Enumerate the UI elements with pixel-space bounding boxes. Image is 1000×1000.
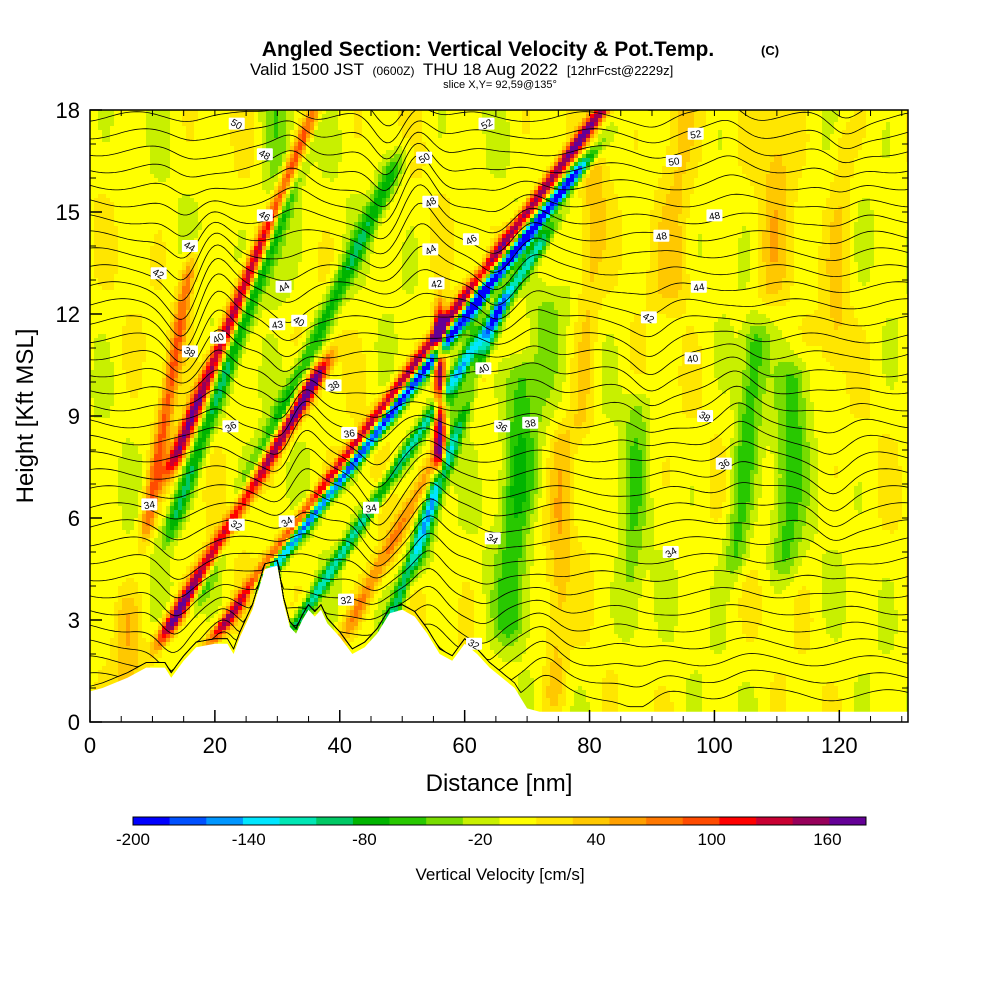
contour-label: 48 <box>653 230 669 244</box>
x-tick-label: 100 <box>696 733 733 758</box>
contour-label: 50 <box>666 155 682 169</box>
colorbar-swatch <box>316 817 353 825</box>
colorbar-tick-label: -20 <box>468 830 493 849</box>
colorbar-tick-label: 100 <box>697 830 725 849</box>
y-tick-label: 15 <box>56 200 80 225</box>
colorbar-swatch <box>500 817 537 825</box>
contour-label: 32 <box>338 594 354 608</box>
y-tick-label: 12 <box>56 302 80 327</box>
colorbar-swatch <box>646 817 683 825</box>
colorbar-swatch <box>390 817 427 825</box>
colorbar-tick-label: 40 <box>586 830 605 849</box>
colorbar-tick-label: 160 <box>813 830 841 849</box>
colorbar-swatch <box>829 817 866 825</box>
colorbar-swatch <box>719 817 756 825</box>
colorbar-swatch <box>243 817 280 825</box>
x-tick-label: 120 <box>821 733 858 758</box>
x-tick-label: 60 <box>452 733 476 758</box>
colorbar-swatch <box>426 817 463 825</box>
subtitle-valid: Valid 1500 JST <box>250 60 364 79</box>
chart-title-unit: (C) <box>761 43 779 58</box>
colorbar-swatch <box>683 817 720 825</box>
y-tick-label: 18 <box>56 98 80 123</box>
chart-title: Angled Section: Vertical Velocity & Pot.… <box>262 38 714 61</box>
colorbar-swatch <box>536 817 573 825</box>
contour-label: 48 <box>706 209 722 223</box>
colorbar-swatch <box>573 817 610 825</box>
y-tick-label: 3 <box>68 608 80 633</box>
subtitle-utc: (0600Z) <box>372 64 414 78</box>
contour-label: 34 <box>141 498 157 512</box>
colorbar: -200 -140 -80 -20 40 100 160 <box>116 817 866 849</box>
contour-label: 40 <box>685 352 701 366</box>
colorbar-tick-label: -80 <box>352 830 377 849</box>
y-tick-label: 6 <box>68 506 80 531</box>
colorbar-swatch <box>609 817 646 825</box>
contour-label: 44 <box>691 281 707 295</box>
colorbar-swatch <box>133 817 170 825</box>
x-tick-label: 0 <box>84 733 96 758</box>
chart-subtitle: Valid 1500 JST (0600Z) THU 18 Aug 2022 [… <box>250 60 673 79</box>
contour-label: 38 <box>522 417 538 431</box>
colorbar-swatch <box>463 817 500 825</box>
y-tick-label: 0 <box>68 710 80 735</box>
subtitle-date: THU 18 Aug 2022 <box>423 60 558 79</box>
vertical-velocity-field <box>90 110 911 723</box>
cross-section-chart: Angled Section: Vertical Velocity & Pot.… <box>0 0 1000 1000</box>
colorbar-tick-label: -200 <box>116 830 150 849</box>
y-tick-label: 9 <box>68 404 80 429</box>
y-axis-label: Height [Kft MSL] <box>12 329 39 504</box>
colorbar-tick-label: -140 <box>232 830 266 849</box>
slice-label: slice X,Y= 92,59@135° <box>443 79 557 91</box>
contour-label: 52 <box>688 128 704 142</box>
colorbar-swatch <box>170 817 207 825</box>
contour-label: 43 <box>269 318 285 332</box>
colorbar-swatch <box>756 817 793 825</box>
colorbar-swatch <box>206 817 243 825</box>
colorbar-swatch <box>353 817 390 825</box>
x-axis-label: Distance [nm] <box>426 770 573 797</box>
contour-label: 34 <box>363 502 379 516</box>
x-tick-label: 80 <box>577 733 601 758</box>
colorbar-swatch <box>280 817 317 825</box>
colorbar-label: Vertical Velocity [cm/s] <box>415 865 584 884</box>
contour-label: 42 <box>429 277 445 291</box>
colorbar-swatch <box>793 817 830 825</box>
contour-label: 36 <box>341 427 357 441</box>
x-tick-label: 20 <box>203 733 227 758</box>
x-tick-label: 40 <box>328 733 352 758</box>
subtitle-forecast: [12hrFcst@2229z] <box>567 63 673 78</box>
